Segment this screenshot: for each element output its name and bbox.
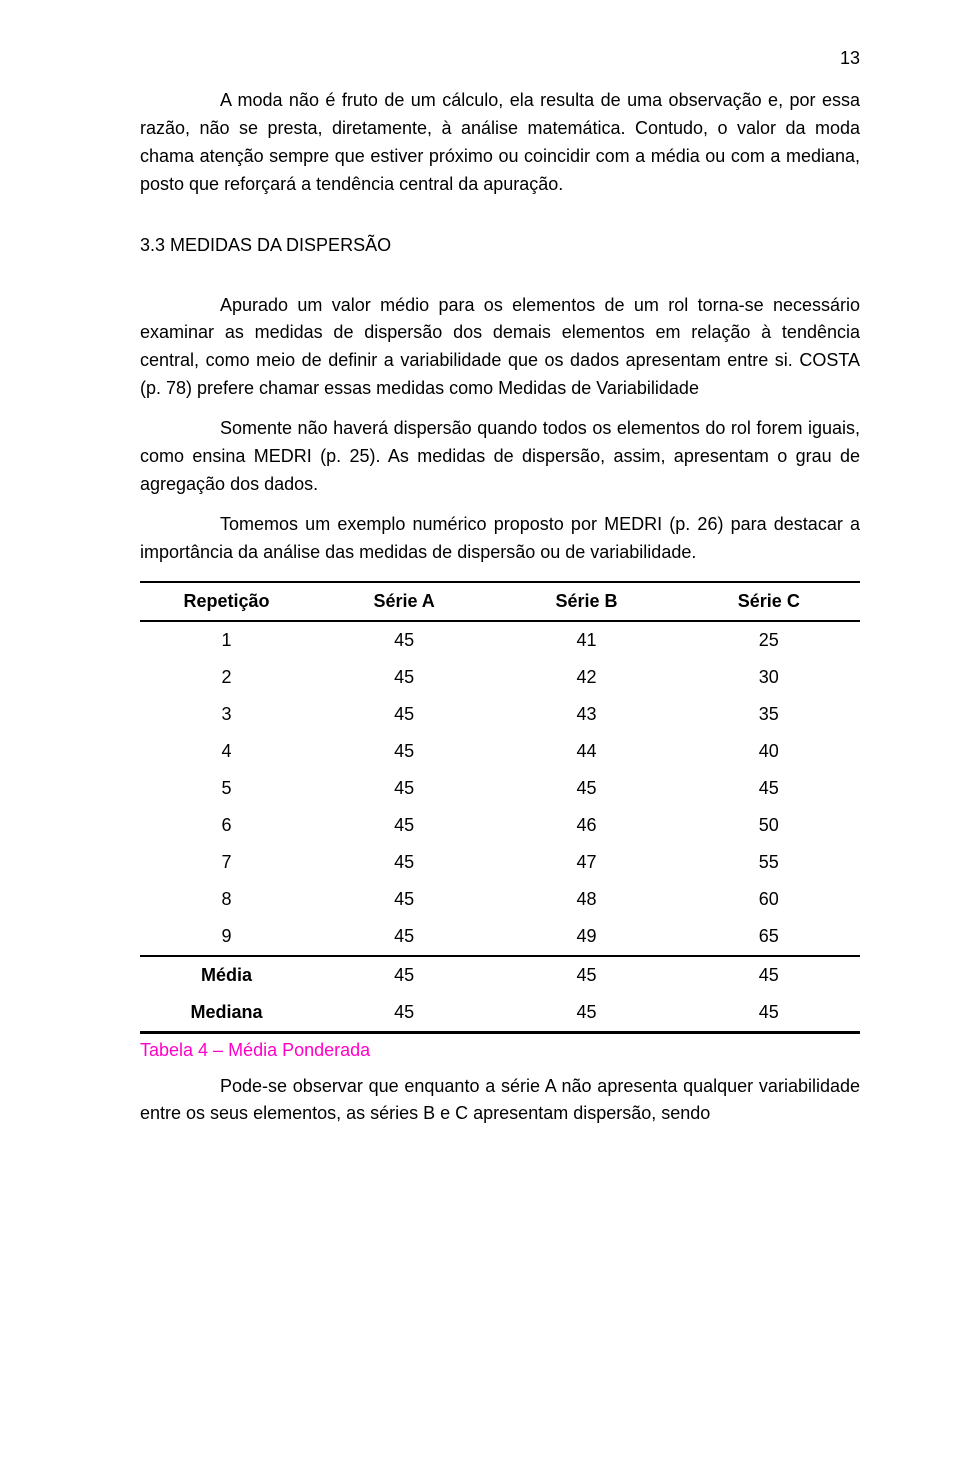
cell: 45 — [313, 770, 495, 807]
cell: 60 — [678, 881, 860, 918]
cell: 2 — [140, 659, 313, 696]
summary-row-media: Média 45 45 45 — [140, 957, 860, 994]
cell: 35 — [678, 696, 860, 733]
summary-label: Mediana — [140, 994, 313, 1031]
summary-label: Média — [140, 957, 313, 994]
cell: 45 — [495, 957, 677, 994]
section-title: 3.3 MEDIDAS DA DISPERSÃO — [140, 235, 860, 256]
table-row: 5 45 45 45 — [140, 770, 860, 807]
table-row: 2 45 42 30 — [140, 659, 860, 696]
paragraph-5: Pode-se observar que enquanto a série A … — [140, 1073, 860, 1129]
paragraph-4: Tomemos um exemplo numérico proposto por… — [140, 511, 860, 567]
cell: 45 — [678, 770, 860, 807]
cell: 1 — [140, 622, 313, 659]
cell: 50 — [678, 807, 860, 844]
cell: 8 — [140, 881, 313, 918]
table-header-row: Repetição Série A Série B Série C — [140, 583, 860, 620]
table-row: 8 45 48 60 — [140, 881, 860, 918]
cell: 45 — [495, 770, 677, 807]
cell: 47 — [495, 844, 677, 881]
col-header-serie-b: Série B — [495, 583, 677, 620]
table-row: 1 45 41 25 — [140, 622, 860, 659]
paragraph-2: Apurado um valor médio para os elementos… — [140, 292, 860, 404]
col-header-repeticao: Repetição — [140, 583, 313, 620]
cell: 45 — [313, 659, 495, 696]
cell: 4 — [140, 733, 313, 770]
summary-row-mediana: Mediana 45 45 45 — [140, 994, 860, 1031]
cell: 45 — [313, 844, 495, 881]
cell: 3 — [140, 696, 313, 733]
cell: 45 — [313, 881, 495, 918]
table-row: 6 45 46 50 — [140, 807, 860, 844]
cell: 46 — [495, 807, 677, 844]
cell: 40 — [678, 733, 860, 770]
cell: 48 — [495, 881, 677, 918]
cell: 45 — [495, 994, 677, 1031]
cell: 25 — [678, 622, 860, 659]
cell: 45 — [313, 807, 495, 844]
cell: 45 — [313, 696, 495, 733]
col-header-serie-a: Série A — [313, 583, 495, 620]
cell: 30 — [678, 659, 860, 696]
cell: 5 — [140, 770, 313, 807]
cell: 43 — [495, 696, 677, 733]
table-row: 9 45 49 65 — [140, 918, 860, 955]
col-header-serie-c: Série C — [678, 583, 860, 620]
cell: 44 — [495, 733, 677, 770]
paragraph-3: Somente não haverá dispersão quando todo… — [140, 415, 860, 499]
cell: 65 — [678, 918, 860, 955]
table-row: 4 45 44 40 — [140, 733, 860, 770]
cell: 45 — [678, 994, 860, 1031]
cell: 7 — [140, 844, 313, 881]
dispersion-table: Repetição Série A Série B Série C 1 45 4… — [140, 581, 860, 1034]
cell: 49 — [495, 918, 677, 955]
table-caption: Tabela 4 – Média Ponderada — [140, 1040, 860, 1061]
cell: 9 — [140, 918, 313, 955]
cell: 45 — [313, 733, 495, 770]
page-number: 13 — [140, 48, 860, 69]
cell: 45 — [313, 622, 495, 659]
table-row: 3 45 43 35 — [140, 696, 860, 733]
paragraph-1: A moda não é fruto de um cálculo, ela re… — [140, 87, 860, 199]
cell: 45 — [678, 957, 860, 994]
cell: 45 — [313, 994, 495, 1031]
cell: 42 — [495, 659, 677, 696]
cell: 45 — [313, 957, 495, 994]
cell: 45 — [313, 918, 495, 955]
cell: 41 — [495, 622, 677, 659]
table-row: 7 45 47 55 — [140, 844, 860, 881]
table-rule-bottom-2 — [140, 1033, 860, 1034]
cell: 6 — [140, 807, 313, 844]
cell: 55 — [678, 844, 860, 881]
